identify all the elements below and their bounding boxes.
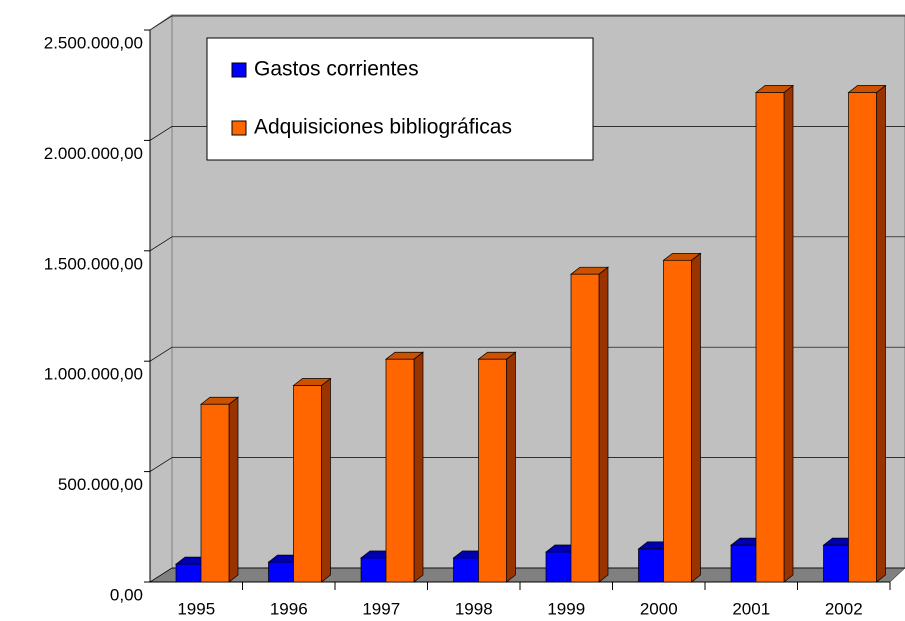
y-tick-label: 2.000.000,00 bbox=[44, 144, 143, 163]
bar bbox=[662, 252, 702, 583]
bar-front bbox=[663, 259, 692, 583]
bar bbox=[292, 377, 332, 583]
y-tick-label: 0,00 bbox=[110, 585, 143, 604]
y-tick-label: 1.500.000,00 bbox=[44, 254, 143, 273]
y-tick-label: 500.000,00 bbox=[58, 475, 143, 494]
bar-front bbox=[545, 551, 574, 583]
legend-swatch bbox=[231, 62, 247, 78]
bar-side bbox=[228, 396, 239, 583]
bar-front bbox=[268, 561, 296, 583]
y-tick-label: 2.500.000,00 bbox=[44, 33, 143, 52]
x-tick-label: 1999 bbox=[547, 599, 585, 618]
x-tick-label: 2002 bbox=[825, 599, 863, 618]
bar-front bbox=[293, 385, 322, 583]
bar-side bbox=[506, 351, 516, 583]
bar bbox=[384, 351, 425, 583]
x-tick-label: 2001 bbox=[732, 599, 770, 618]
legend-swatch bbox=[231, 120, 247, 136]
labels: 0,00 500.000,00 1.000.000,00 1.500.000,00 2.… bbox=[44, 33, 863, 618]
bar bbox=[754, 84, 795, 583]
grid-line bbox=[149, 346, 905, 362]
bar-side bbox=[598, 266, 609, 583]
bar-front bbox=[848, 92, 877, 583]
bar-front bbox=[385, 358, 415, 583]
bar-side bbox=[783, 84, 794, 583]
legend: Gastos corrientes Adquisiciones bibliográ… bbox=[206, 37, 594, 161]
bar-front bbox=[570, 273, 600, 583]
grid-line bbox=[149, 15, 905, 31]
bar-front bbox=[823, 544, 851, 583]
grid-line bbox=[149, 126, 905, 141]
bar-front bbox=[478, 358, 507, 583]
legend-label: Gastos corrientes bbox=[254, 58, 419, 81]
bar-front bbox=[175, 563, 204, 583]
x-tick-label: 2000 bbox=[640, 599, 678, 618]
bar-front bbox=[730, 544, 759, 583]
grid-line bbox=[149, 457, 905, 472]
x-tick-label: 1996 bbox=[270, 599, 308, 618]
bar bbox=[477, 351, 517, 583]
bar bbox=[569, 266, 610, 583]
side-wall bbox=[149, 14, 173, 583]
bar-side bbox=[321, 377, 331, 583]
x-tick-label: 1997 bbox=[362, 599, 400, 618]
bar-side bbox=[876, 84, 886, 583]
bar-side bbox=[691, 252, 701, 583]
bar-front bbox=[453, 557, 481, 583]
y-tick-label: 1.000.000,00 bbox=[44, 365, 143, 384]
bar-front bbox=[755, 92, 785, 583]
legend-label: Adquisiciones bibliográficas bbox=[254, 116, 512, 139]
bar bbox=[199, 396, 240, 583]
bar-front bbox=[200, 403, 230, 583]
bar-front bbox=[638, 548, 666, 583]
x-tick-label: 1995 bbox=[177, 599, 215, 618]
bar bbox=[847, 84, 887, 583]
legend-box bbox=[206, 37, 594, 161]
bar-front bbox=[360, 557, 389, 583]
x-tick-label: 1998 bbox=[455, 599, 493, 618]
bar-side bbox=[413, 351, 424, 583]
bars bbox=[174, 84, 887, 583]
grid-line bbox=[149, 236, 905, 252]
